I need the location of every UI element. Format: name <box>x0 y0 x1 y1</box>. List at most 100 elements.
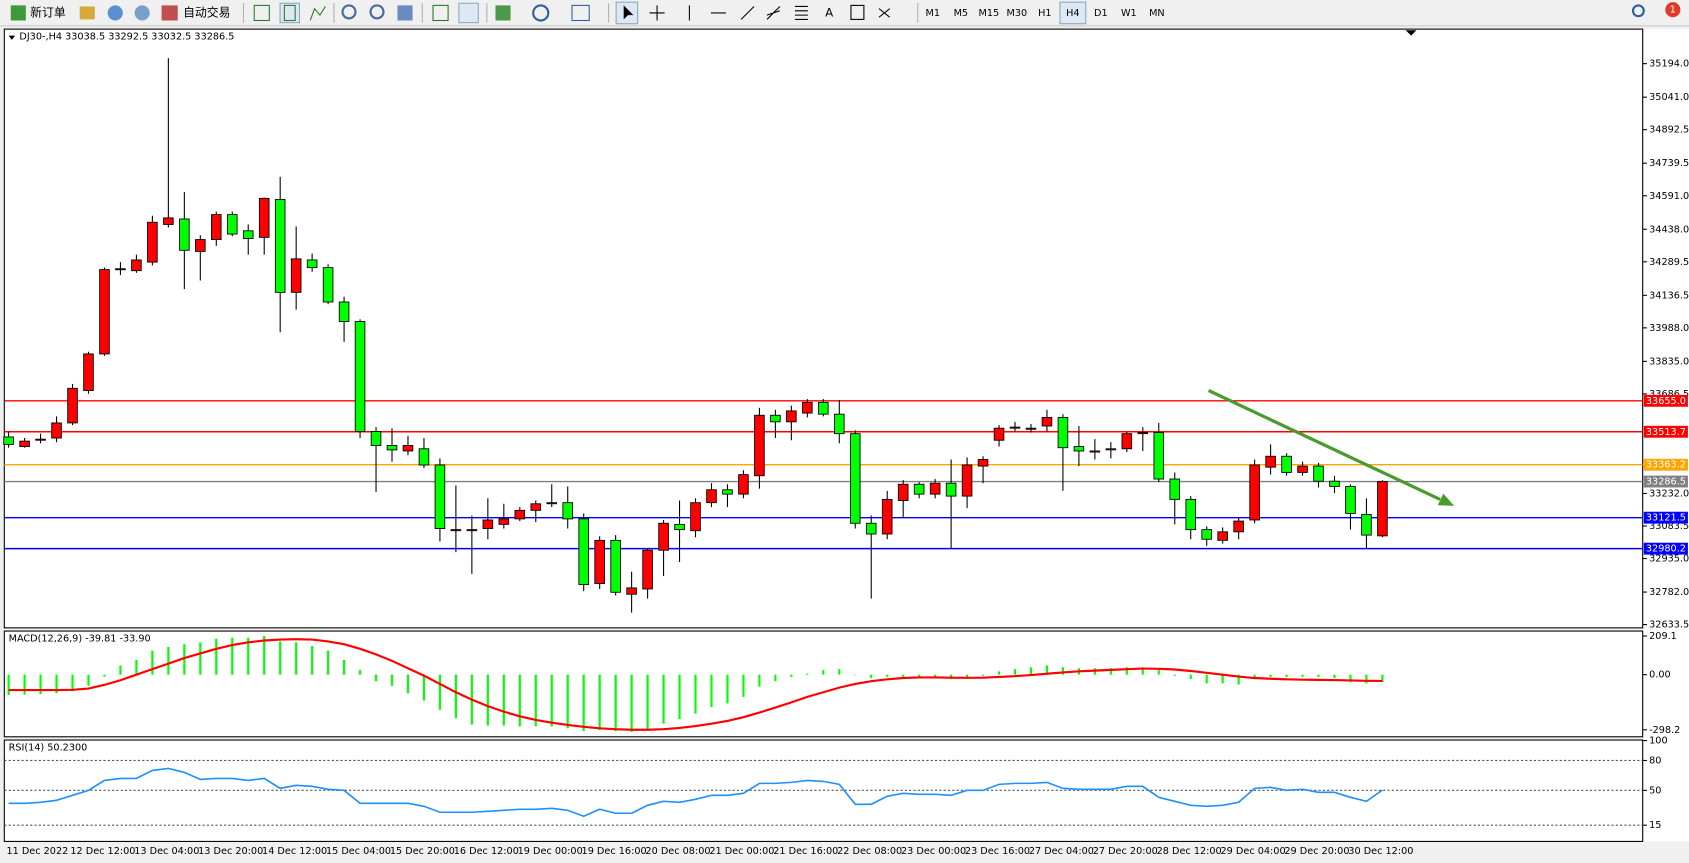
y-tick-label: 50 <box>1649 785 1661 796</box>
tool-icon[interactable] <box>134 5 150 21</box>
macd-bar <box>1173 674 1176 676</box>
shift-marker <box>1405 30 1417 36</box>
candle-body <box>1009 426 1021 429</box>
macd-bar <box>23 674 26 695</box>
timeframe-button[interactable]: M15 <box>979 8 1000 19</box>
active-timeframe[interactable] <box>1059 1 1087 25</box>
candle-body <box>51 422 62 439</box>
x-tick-label: 14 Dec 12:00 <box>262 846 327 857</box>
tool-icon[interactable] <box>107 5 123 21</box>
zoom-out[interactable] <box>369 4 385 20</box>
y-tick-label: 33686.5 <box>1649 389 1689 400</box>
candle-body <box>1153 432 1165 480</box>
candle-body <box>945 482 957 497</box>
notification-badge[interactable] <box>1665 2 1681 18</box>
candle-body <box>131 259 142 272</box>
candle-body <box>1057 417 1069 449</box>
timeframe-button[interactable]: H4 <box>1066 8 1079 19</box>
new-order-icon[interactable] <box>10 5 26 21</box>
tool-icon[interactable] <box>283 4 296 22</box>
timeframe-button[interactable]: M1 <box>926 8 941 19</box>
y-tick-label: 32633.5 <box>1649 620 1689 631</box>
candle-body <box>1249 464 1260 521</box>
macd-bar <box>390 674 394 686</box>
macd-bar <box>598 674 601 731</box>
candle-body <box>274 199 286 293</box>
macd-bar <box>870 674 873 679</box>
auto-trading[interactable]: 自动交易 <box>183 5 230 19</box>
macd-bar <box>614 674 617 732</box>
price-level-label: 33513.7 <box>1646 427 1686 438</box>
timeframe-button[interactable]: M5 <box>954 8 969 19</box>
timeframe-button[interactable]: D1 <box>1094 8 1108 19</box>
tool-icon[interactable] <box>253 4 270 22</box>
arrows-tool[interactable] <box>878 8 891 18</box>
candle-body <box>1377 481 1388 537</box>
price-level-tag <box>1643 542 1688 555</box>
macd-bar <box>1109 668 1112 675</box>
macd-bar <box>1221 674 1224 684</box>
tool-icon[interactable] <box>432 4 449 22</box>
candle-body <box>754 414 765 477</box>
macd-bar <box>119 665 122 675</box>
auto-trading-icon[interactable] <box>161 5 178 21</box>
candle-body <box>610 539 621 593</box>
trendline-tool[interactable] <box>740 6 755 20</box>
y-tick-label: 0.00 <box>1649 670 1671 681</box>
candle-body <box>163 217 174 225</box>
timeframe-button[interactable]: W1 <box>1121 8 1137 19</box>
channel-tool[interactable] <box>766 6 781 20</box>
candle-body <box>738 474 749 495</box>
templates-icon[interactable] <box>571 4 590 22</box>
price-level-tag <box>1643 458 1688 471</box>
label-tool[interactable] <box>850 4 865 20</box>
x-tick-label: 28 Dec 12:00 <box>1157 846 1222 857</box>
y-tick-label: 33232.0 <box>1649 488 1689 499</box>
macd-bar <box>71 674 74 692</box>
macd-bar <box>1045 665 1049 675</box>
candle-body <box>881 498 893 535</box>
timeframe-button[interactable]: M30 <box>1007 8 1028 19</box>
tool-icon[interactable] <box>458 2 479 24</box>
macd-bar <box>55 674 58 694</box>
tile-icon[interactable] <box>397 5 413 21</box>
cursor-icon[interactable] <box>623 5 634 20</box>
candle-body <box>354 321 366 432</box>
y-tick-label: 33083.5 <box>1649 521 1689 532</box>
y-tick-label: 34591.0 <box>1649 191 1689 202</box>
macd-bar <box>902 674 905 677</box>
y-tick-label: 34892.5 <box>1649 125 1689 136</box>
macd-bar <box>966 674 969 679</box>
macd-bar <box>279 641 282 675</box>
timeframe-button[interactable]: MN <box>1149 8 1165 19</box>
candle-body <box>977 459 989 467</box>
tool-icon[interactable] <box>79 6 95 20</box>
search-icon[interactable] <box>1631 4 1645 18</box>
macd-bar <box>1365 674 1368 684</box>
notification-count[interactable]: 1 <box>1670 5 1676 16</box>
candle-body <box>482 519 494 529</box>
candle-body <box>434 464 446 529</box>
indicators-icon[interactable] <box>495 5 511 21</box>
crosshair-tool[interactable] <box>649 5 665 21</box>
macd-title: MACD(12,26,9) -39.81 -33.90 <box>9 634 151 645</box>
x-tick-label: 30 Dec 12:00 <box>1348 846 1413 857</box>
x-tick-label: 19 Dec 16:00 <box>582 846 647 857</box>
candle-body <box>626 587 637 595</box>
macd-bar <box>662 674 665 724</box>
new-order[interactable]: 新订单 <box>30 5 66 19</box>
zoom-in[interactable] <box>341 4 357 20</box>
macd-bar <box>502 674 505 726</box>
macd-bar <box>454 674 457 719</box>
fibo-tool[interactable] <box>794 5 808 20</box>
text-tool[interactable]: A <box>825 5 833 19</box>
price-level-tag <box>1643 475 1688 488</box>
timeframe-button[interactable]: H1 <box>1038 8 1051 19</box>
y-tick-label: 35194.0 <box>1649 59 1689 70</box>
tool-icon[interactable] <box>279 2 300 24</box>
trend-arrow-head <box>1437 493 1455 506</box>
x-tick-label: 19 Dec 00:00 <box>518 846 583 857</box>
tool-icon[interactable] <box>309 6 326 21</box>
macd-bar <box>135 659 138 675</box>
periods-icon[interactable] <box>532 4 550 22</box>
